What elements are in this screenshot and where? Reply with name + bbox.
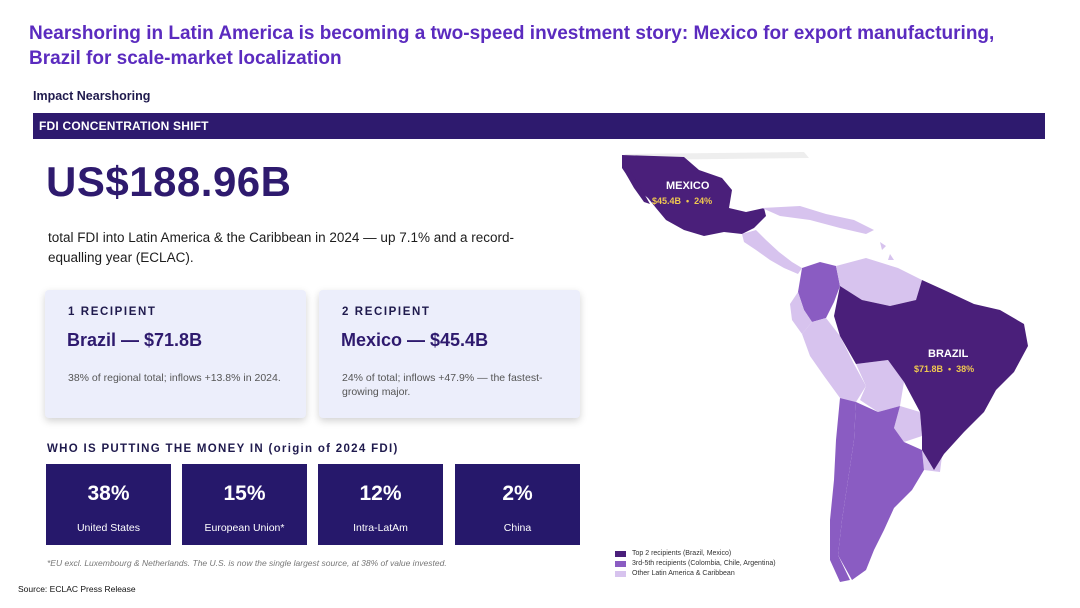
origin-tile-latam: 12% Intra-LatAm bbox=[318, 464, 443, 545]
chile-shape bbox=[830, 398, 856, 582]
central-america-shape bbox=[742, 230, 802, 274]
legend-swatch bbox=[615, 551, 626, 557]
origin-label: China bbox=[503, 522, 532, 534]
origin-label: United States bbox=[76, 522, 141, 534]
origin-tile-us: 38% United States bbox=[46, 464, 171, 545]
legend-swatch bbox=[615, 561, 626, 567]
section-subtitle: Impact Nearshoring bbox=[33, 89, 151, 103]
mexico-map-stats: $45.4B • 24% bbox=[652, 196, 712, 206]
brazil-shape bbox=[834, 280, 1028, 470]
card-rank: 2 RECIPIENT bbox=[342, 306, 431, 318]
argentina-shape bbox=[838, 402, 924, 580]
section-band: FDI CONCENTRATION SHIFT bbox=[33, 113, 1045, 139]
origin-value: 2% bbox=[502, 482, 533, 505]
headline-value: US$188.96B bbox=[46, 158, 292, 205]
origin-tile-china: 2% China bbox=[455, 464, 580, 545]
source-note: Source: ECLAC Press Release bbox=[18, 584, 136, 594]
bolivia-shape bbox=[856, 360, 904, 412]
card-rank: 1 RECIPIENT bbox=[68, 306, 157, 318]
paraguay-shape bbox=[894, 406, 922, 442]
latin-america-map: MEXICO $45.4B • 24% BRAZIL $71.8B • 38% bbox=[622, 152, 1028, 582]
origin-value: 15% bbox=[223, 482, 266, 505]
headline-description: total FDI into Latin America & the Carib… bbox=[48, 230, 515, 265]
peru-shape bbox=[802, 318, 866, 402]
origin-label: Intra-LatAm bbox=[353, 522, 408, 534]
recipient-card-2: 2 RECIPIENT Mexico — $45.4B 24% of total… bbox=[319, 290, 580, 418]
caribbean-dots bbox=[880, 242, 894, 260]
origin-value: 12% bbox=[359, 482, 402, 505]
band-label: FDI CONCENTRATION SHIFT bbox=[39, 119, 209, 133]
footnote: *EU excl. Luxembourg & Netherlands. The … bbox=[47, 558, 447, 568]
card-headline: Brazil — $71.8B bbox=[67, 330, 203, 350]
legend-label: Other Latin America & Caribbean bbox=[632, 570, 735, 577]
venezuela-guianas-shape bbox=[836, 258, 922, 306]
origin-value: 38% bbox=[87, 482, 130, 505]
origin-tile-eu: 15% European Union* bbox=[182, 464, 307, 545]
baja-california-shape bbox=[624, 160, 650, 204]
brazil-map-stats: $71.8B • 38% bbox=[914, 364, 974, 374]
colombia-shape bbox=[798, 262, 840, 322]
ecuador-shape bbox=[790, 292, 812, 334]
caribbean-islands-shape bbox=[762, 206, 874, 234]
legend-label: Top 2 recipients (Brazil, Mexico) bbox=[632, 550, 732, 557]
mexico-map-label: MEXICO bbox=[666, 180, 710, 192]
card-note: 24% of total; inflows +47.9% — the faste… bbox=[342, 372, 543, 398]
brazil-map-label: BRAZIL bbox=[928, 348, 969, 360]
origin-label: European Union* bbox=[204, 522, 285, 534]
recipient-card-1: 1 RECIPIENT Brazil — $71.8B 38% of regio… bbox=[45, 290, 306, 418]
legend-swatch bbox=[615, 571, 626, 577]
card-note: 38% of regional total; inflows +13.8% in… bbox=[68, 372, 281, 384]
legend-label: 3rd-5th recipients (Colombia, Chile, Arg… bbox=[632, 560, 776, 567]
mexico-shape bbox=[622, 155, 766, 236]
slide-title: Nearshoring in Latin America is becoming… bbox=[29, 23, 995, 69]
origin-section-title: WHO IS PUTTING THE MONEY IN (origin of 2… bbox=[47, 443, 399, 455]
card-headline: Mexico — $45.4B bbox=[341, 330, 489, 350]
